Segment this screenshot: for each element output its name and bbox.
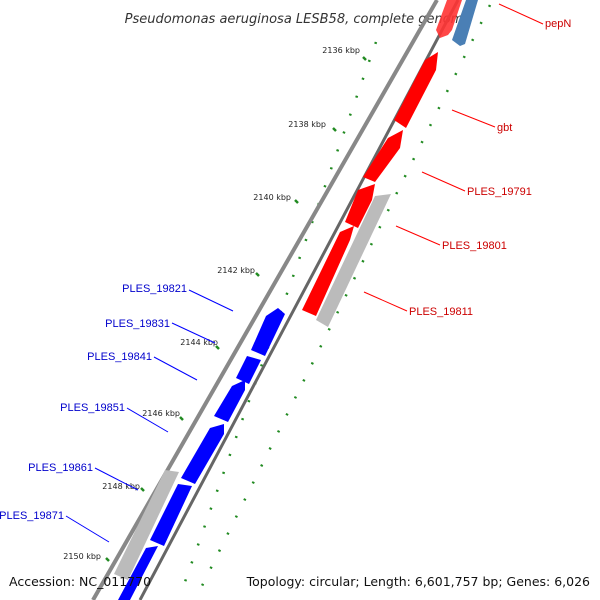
gene-arrow-blue-top [452, 0, 478, 46]
gene-arrow-PLES_19801a [345, 184, 375, 228]
gene-arrow-PLES_19861-a [150, 484, 192, 546]
gene-arrow-PLES_19871 [118, 546, 158, 600]
gene-label-PLES_19861[interactable]: PLES_19861 [28, 462, 93, 474]
forward-strand-genes [302, 0, 478, 327]
gene-arrow-PLES_19841 [214, 380, 245, 422]
gene-label-PLES_19851[interactable]: PLES_19851 [60, 402, 125, 414]
gc-track-inner [194, 4, 492, 599]
gene-arrow-PLES_19861-gray [114, 470, 179, 580]
tick-label-2136: 2136 kbp [322, 46, 360, 55]
gene-label-gbt[interactable]: gbt [497, 122, 512, 134]
backbone-outer [91, 0, 439, 600]
gene-arrow-PLES_19811 [316, 194, 391, 327]
map-title: Pseudomonas aeruginosa LESB58, complete … [125, 12, 472, 27]
gene-arrow-PLES_19791 [363, 130, 403, 182]
tick-label-2138: 2138 kbp [288, 120, 326, 129]
tick-label-2140: 2140 kbp [253, 193, 291, 202]
gene-arrow-PLES_19801b [302, 226, 354, 316]
gene-label-PLES_19821[interactable]: PLES_19821 [122, 283, 187, 295]
accession-text: Accession: NC_011770 [9, 574, 152, 589]
gene-label-pepN[interactable]: pepN [545, 18, 571, 30]
gene-arrow-PLES_19851 [181, 424, 224, 484]
gene-label-PLES_19831[interactable]: PLES_19831 [105, 318, 170, 330]
label-leaders-forward [363, 3, 544, 312]
tick-label-2148: 2148 kbp [102, 482, 140, 491]
gene-arrow-PLES_19831 [236, 356, 261, 384]
gene-label-PLES_19871[interactable]: PLES_19871 [0, 510, 64, 522]
tick-label-2142: 2142 kbp [217, 266, 255, 275]
topology-text: Topology: circular; Length: 6,601,757 bp… [246, 574, 590, 589]
gene-label-PLES_19801[interactable]: PLES_19801 [442, 240, 507, 252]
gene-arrow-PLES_19821 [251, 308, 285, 356]
gene-label-PLES_19791[interactable]: PLES_19791 [467, 186, 532, 198]
tick-label-2144: 2144 kbp [180, 338, 218, 347]
tick-marks [105, 56, 367, 562]
label-leaders-reverse [65, 289, 234, 543]
gene-label-PLES_19841[interactable]: PLES_19841 [87, 351, 152, 363]
tick-label-2146: 2146 kbp [142, 409, 180, 418]
gene-label-PLES_19811[interactable]: PLES_19811 [409, 306, 473, 318]
tick-label-2150: 2150 kbp [63, 552, 101, 561]
gene-arrow-pepN [436, 0, 462, 38]
reverse-strand-genes [114, 308, 285, 600]
gene-arrow-gbt [394, 52, 438, 128]
